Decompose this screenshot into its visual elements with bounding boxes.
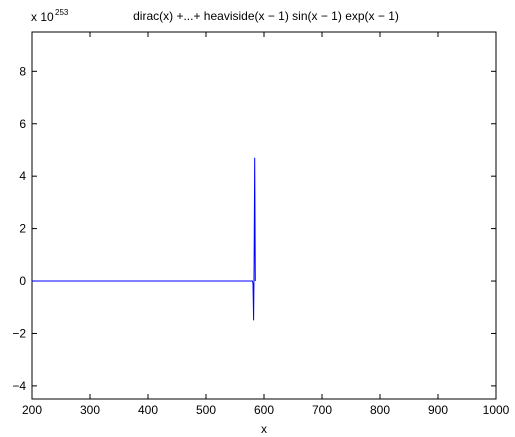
y-tick-label: 4 xyxy=(19,169,26,183)
y-tick-label: −4 xyxy=(12,379,26,393)
y-scale-label: x 10 xyxy=(31,10,54,24)
series-line xyxy=(32,157,256,321)
chart-title: dirac(x) +...+ heaviside(x − 1) sin(x − … xyxy=(133,9,399,23)
x-tick-label: 700 xyxy=(312,403,332,417)
x-tick-label: 300 xyxy=(80,403,100,417)
series-group xyxy=(32,157,256,321)
x-axis-label: x xyxy=(261,422,267,436)
plot-area xyxy=(31,31,497,400)
x-tick-label: 400 xyxy=(138,403,158,417)
y-tick-label: −2 xyxy=(12,326,26,340)
y-scale-exponent: 253 xyxy=(55,8,69,17)
y-tick-label: 8 xyxy=(19,64,26,78)
y-tick-label: 2 xyxy=(19,222,26,236)
axis-ticks: 200 300 400 500 600 700 800 900 1000 −4 −2 0 2 4 6 8 xyxy=(12,32,510,417)
x-tick-label: 900 xyxy=(428,403,448,417)
y-tick-label: 0 xyxy=(19,274,26,288)
x-tick-label: 600 xyxy=(254,403,274,417)
x-tick-label: 500 xyxy=(196,403,216,417)
x-tick-label: 1000 xyxy=(483,403,510,417)
y-tick-label: 6 xyxy=(19,117,26,131)
x-tick-label: 200 xyxy=(22,403,42,417)
x-tick-label: 800 xyxy=(370,403,390,417)
